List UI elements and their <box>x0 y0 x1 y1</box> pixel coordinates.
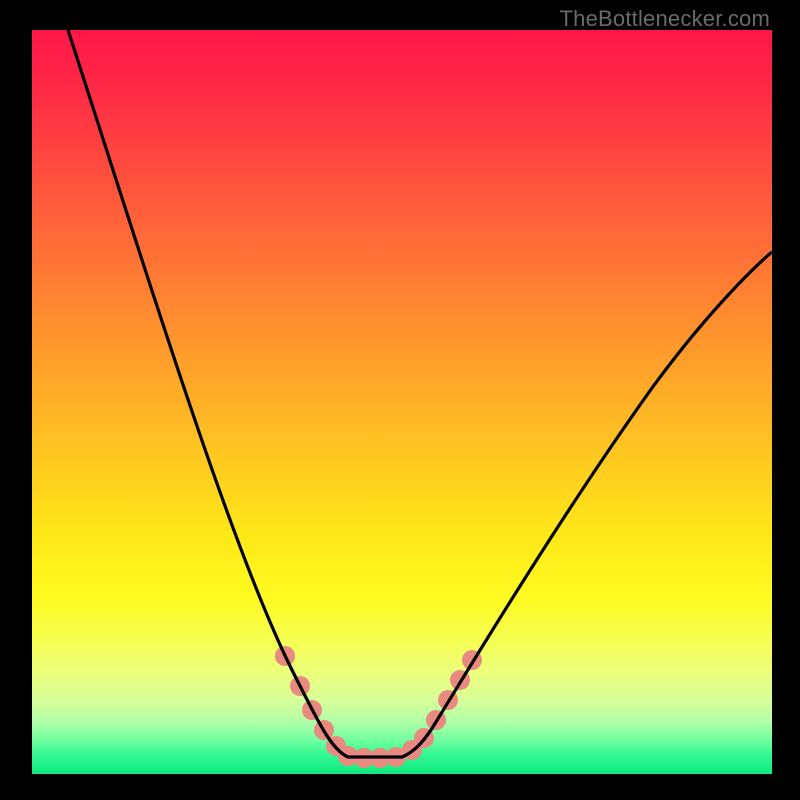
marker-group <box>275 646 482 768</box>
curve-layer <box>32 30 772 774</box>
plot-area <box>32 30 772 774</box>
watermark-text: TheBottlenecker.com <box>560 6 770 32</box>
bottleneck-curve <box>68 30 772 757</box>
